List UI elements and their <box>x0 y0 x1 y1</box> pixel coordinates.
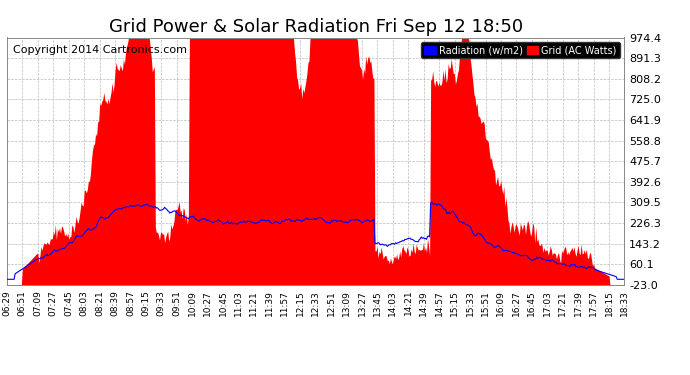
Legend: Radiation (w/m2), Grid (AC Watts): Radiation (w/m2), Grid (AC Watts) <box>422 42 620 58</box>
Text: Copyright 2014 Cartronics.com: Copyright 2014 Cartronics.com <box>13 45 187 55</box>
Title: Grid Power & Solar Radiation Fri Sep 12 18:50: Grid Power & Solar Radiation Fri Sep 12 … <box>108 18 523 36</box>
